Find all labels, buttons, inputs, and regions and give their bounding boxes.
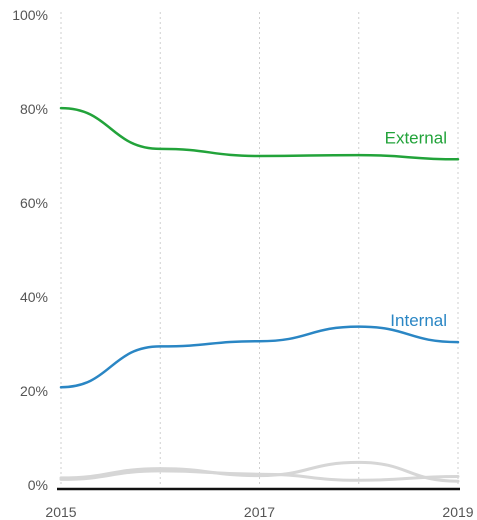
y-tick-label: 80% <box>20 101 48 117</box>
x-axis-tick-labels: 2015 2017 2019 <box>45 504 473 520</box>
series-line-internal <box>59 325 460 389</box>
y-tick-label: 100% <box>12 7 48 23</box>
series-line-external <box>59 106 460 161</box>
x-tick-label: 2019 <box>442 504 473 520</box>
series-line-unlabeled-3 <box>59 469 460 482</box>
series-label-external: External <box>385 128 447 147</box>
y-axis-tick-labels: 0% 20% 40% 60% 80% 100% <box>12 7 48 493</box>
series-label-internal: Internal <box>390 311 447 330</box>
series-labels: External Internal <box>385 128 447 330</box>
gridlines <box>60 12 459 487</box>
y-tick-label: 60% <box>20 195 48 211</box>
x-tick-label: 2015 <box>45 504 76 520</box>
y-tick-label: 40% <box>20 289 48 305</box>
series-lines <box>59 106 460 483</box>
x-tick-label: 2017 <box>244 504 275 520</box>
y-tick-label: 20% <box>20 383 48 399</box>
y-tick-label: 0% <box>28 477 48 493</box>
